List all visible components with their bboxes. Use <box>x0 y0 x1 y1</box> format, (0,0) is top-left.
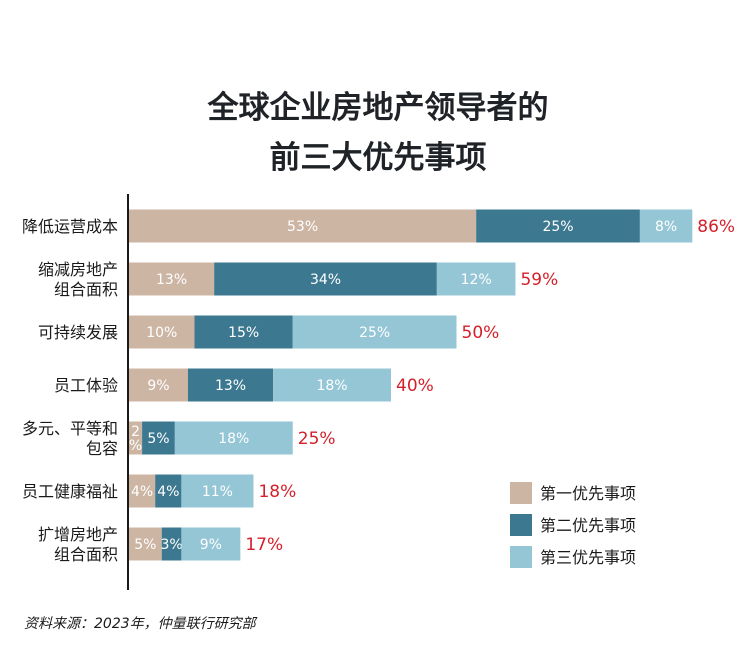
bar-segment <box>174 421 293 455</box>
bar-segment <box>639 209 693 243</box>
bar-segment <box>181 474 254 508</box>
total-label: 25% <box>298 429 336 449</box>
total-label: 59% <box>520 270 558 290</box>
legend-swatch <box>510 514 532 536</box>
bar-segment <box>129 262 215 296</box>
title-line: 全球企业房地产领导者的 <box>207 90 549 126</box>
bar-segment <box>161 527 182 561</box>
bar-segment <box>155 474 182 508</box>
category-label: 员工健康福祉 <box>22 482 118 501</box>
bar-segment <box>129 421 143 455</box>
data-label: 2 <box>131 424 140 440</box>
legend-label: 第一优先事项 <box>540 484 636 503</box>
legend-label: 第二优先事项 <box>540 516 636 535</box>
data-label: 18% <box>316 378 347 394</box>
bar-segment <box>273 368 391 402</box>
data-label: 4% <box>157 484 179 500</box>
data-label: 9% <box>147 378 169 394</box>
category-labels: 降低运营成本缩减房地产组合面积可持续发展员工体验多元、平等和包容员工健康福祉扩增… <box>22 217 118 564</box>
category-label: 包容 <box>86 439 118 458</box>
data-label: 13% <box>215 378 246 394</box>
data-label: % <box>129 438 142 454</box>
bars: 53% 25% 8% 86%13% 34% 12% 59%10% 15% 25% 50%9% 13%… <box>129 209 735 561</box>
category-label: 降低运营成本 <box>22 217 118 236</box>
bar-segment <box>142 421 175 455</box>
source-note: 资料来源：2023年，仲量联行研究部 <box>24 616 258 632</box>
data-label: 11% <box>202 484 233 500</box>
total-label: 40% <box>396 376 434 396</box>
bar-segment <box>187 368 274 402</box>
data-label: 5% <box>147 431 169 447</box>
category-label: 可持续发展 <box>38 323 118 342</box>
bar-segment <box>194 315 293 349</box>
category-label: 组合面积 <box>54 280 118 299</box>
total-label: 17% <box>245 535 283 555</box>
total-label: 18% <box>258 482 296 502</box>
data-label: 25% <box>542 219 573 235</box>
data-label: 12% <box>461 272 492 288</box>
data-label: 25% <box>359 325 390 341</box>
data-label: 18% <box>218 431 249 447</box>
legend-swatch <box>510 482 532 504</box>
bar-segment <box>129 474 156 508</box>
bar-segment <box>129 209 477 243</box>
category-label: 多元、平等和 <box>22 419 118 438</box>
total-label: 50% <box>462 323 500 343</box>
total-label: 86% <box>697 217 735 237</box>
bar-segment <box>129 368 188 402</box>
data-label: 8% <box>655 219 677 235</box>
bar-segment <box>436 262 516 296</box>
category-label: 缩减房地产 <box>38 260 118 279</box>
data-label: 13% <box>156 272 187 288</box>
category-label: 扩增房地产 <box>38 525 118 544</box>
data-label: 15% <box>228 325 259 341</box>
legend-label: 第三优先事项 <box>540 548 636 567</box>
category-label: 组合面积 <box>54 545 118 564</box>
data-label: 53% <box>287 219 318 235</box>
data-label: 3% <box>160 537 182 553</box>
title-line: 前三大优先事项 <box>270 140 487 176</box>
legend-swatch <box>510 546 532 568</box>
data-label: 10% <box>146 325 177 341</box>
bar-segment <box>214 262 437 296</box>
data-label: 4% <box>131 484 153 500</box>
bar-segment <box>476 209 640 243</box>
data-label: 5% <box>134 537 156 553</box>
data-label: 9% <box>200 537 222 553</box>
bar-segment <box>129 527 162 561</box>
bar-segment <box>181 527 241 561</box>
bar-segment <box>129 315 195 349</box>
bar-segment <box>292 315 457 349</box>
data-label: 34% <box>310 272 341 288</box>
category-label: 员工体验 <box>54 376 118 395</box>
